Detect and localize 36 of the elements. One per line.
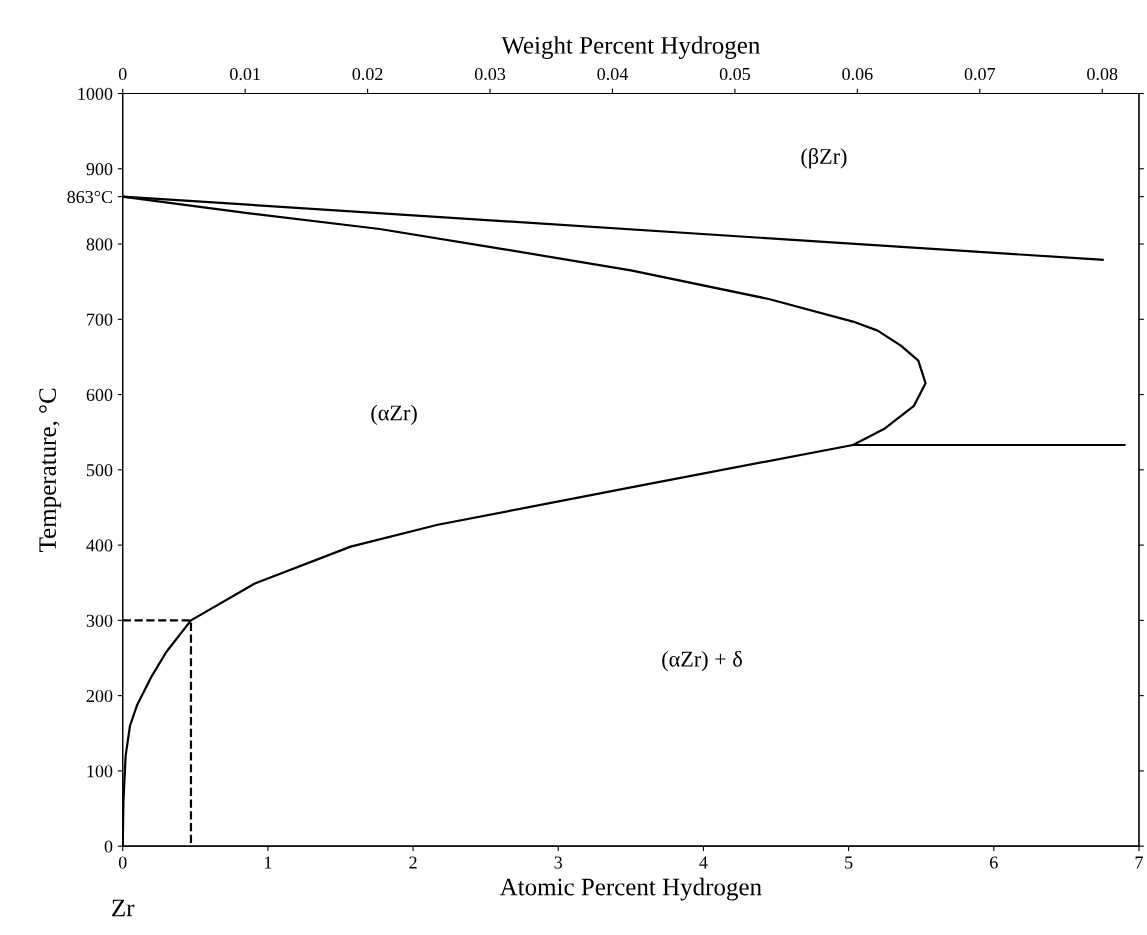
x2-axis-title: Weight Percent Hydrogen: [501, 36, 760, 59]
x2-tick-label: 0.08: [1087, 67, 1118, 81]
annotation: (βZr): [801, 148, 847, 169]
x-tick-label: 2: [409, 856, 417, 869]
x-tick-label: 1: [264, 856, 272, 869]
y-axis-title: Temperature, °C: [39, 388, 62, 552]
x-tick-label: 3: [554, 856, 563, 869]
y-tick-label: 700: [87, 313, 113, 326]
y-tick-label: 900: [86, 163, 113, 176]
x2-tick-label: 0.06: [842, 67, 873, 81]
text: Zr: [112, 899, 135, 917]
x2-tick-label: 0.05: [719, 67, 751, 81]
y-tick-label: 200: [86, 689, 113, 703]
y-tick-label: 863°C: [67, 190, 113, 204]
x-tick-label: 6: [990, 856, 998, 869]
y-tick-label: 0: [104, 840, 113, 853]
y-tick-label: 500: [86, 464, 113, 477]
x-tick-label: 7: [1135, 856, 1143, 869]
x2-tick-label: 0.01: [230, 67, 260, 81]
y-tick-label: 100: [87, 765, 113, 778]
annotation: (αZr) + δ: [662, 650, 742, 672]
y-tick-label: 600: [86, 388, 113, 402]
x2-tick-label: 0: [118, 67, 127, 81]
annotation: (αZr): [371, 404, 417, 425]
x-tick-label: 4: [699, 856, 708, 869]
x2-tick-label: 0.07: [964, 67, 996, 81]
x2-tick-label: 0.04: [597, 67, 628, 81]
y-tick-label: 1000: [78, 87, 113, 100]
y-tick-label: 300: [86, 614, 113, 627]
y-tick-label: 400: [86, 539, 113, 552]
x-tick-label: 0: [118, 856, 127, 869]
y-tick-label: 800: [86, 238, 113, 251]
x2-tick-label: 0.02: [352, 67, 383, 81]
x-axis-title: Atomic Percent Hydrogen: [499, 877, 762, 901]
x2-tick-label: 0.03: [474, 67, 506, 81]
x-tick-label: 5: [845, 856, 853, 869]
